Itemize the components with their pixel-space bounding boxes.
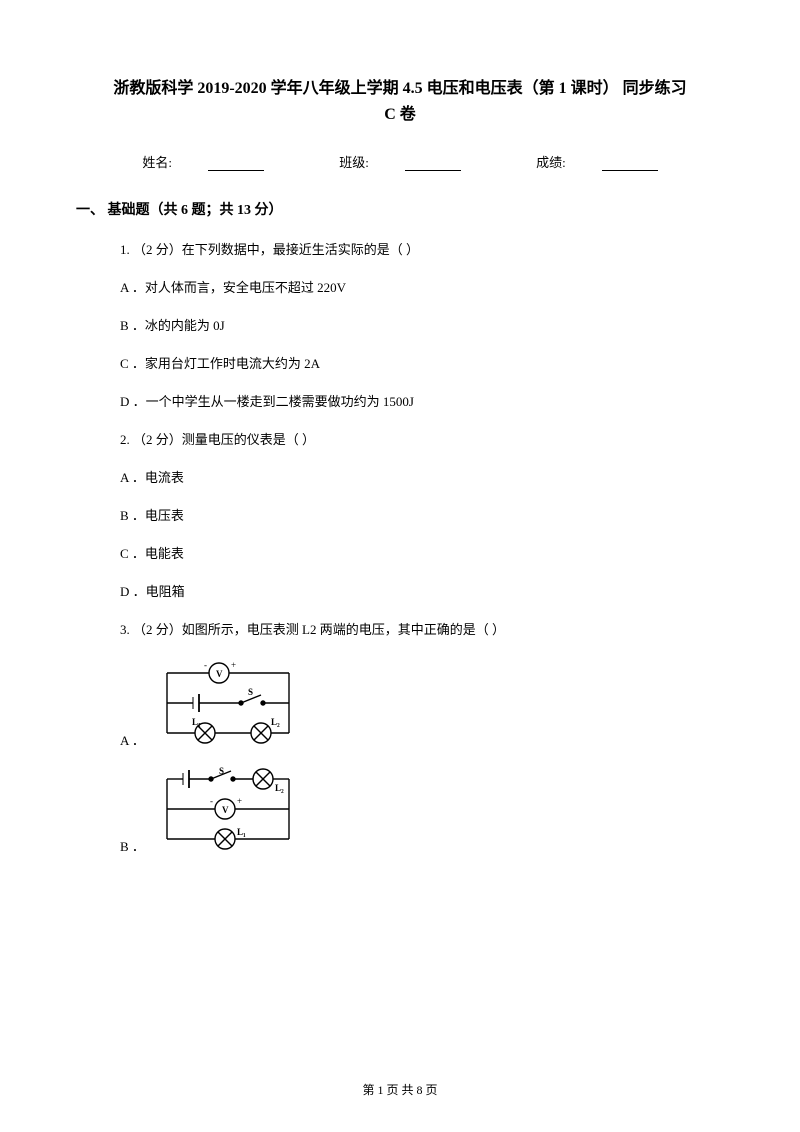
class-blank xyxy=(405,157,461,171)
class-label: 班级: xyxy=(321,155,479,170)
q2-option-b: B ．电压表 xyxy=(120,507,724,525)
q3-a-label: A ． xyxy=(120,730,145,751)
q3-stem: 3. （2 分）如图所示，电压表测 L2 两端的电压，其中正确的是（ ） xyxy=(120,621,724,639)
q3-b-label: B ． xyxy=(120,836,145,857)
name-blank xyxy=(208,157,264,171)
svg-text:L₁: L₁ xyxy=(237,827,246,837)
svg-text:+: + xyxy=(231,660,236,670)
q2-stem: 2. （2 分）测量电压的仪表是（ ） xyxy=(120,431,724,449)
name-label: 姓名: xyxy=(124,155,282,170)
svg-text:L₂: L₂ xyxy=(275,783,284,793)
section-header: 一、 基础题（共 6 题；共 13 分） xyxy=(76,199,724,219)
page-title: 浙教版科学 2019-2020 学年八年级上学期 4.5 电压和电压表（第 1 … xyxy=(76,76,724,128)
svg-text:+: + xyxy=(237,796,242,806)
q1-option-a: A ．对人体而言，安全电压不超过 220V xyxy=(120,279,724,297)
svg-text:L₁: L₁ xyxy=(192,717,201,727)
title-line2: C 卷 xyxy=(76,102,724,128)
q2-option-d: D ．电阻箱 xyxy=(120,583,724,601)
q2-option-c: C ．电能表 xyxy=(120,545,724,563)
q1-stem: 1. （2 分）在下列数据中，最接近生活实际的是（ ） xyxy=(120,241,724,259)
svg-text:-: - xyxy=(210,796,213,806)
circuit-diagram-b: S L₂ - + V L₁ xyxy=(153,765,303,857)
q2-option-a: A ．电流表 xyxy=(120,469,724,487)
score-label: 成绩: xyxy=(518,155,676,170)
score-blank xyxy=(602,157,658,171)
q1-option-b: B ．冰的内能为 0J xyxy=(120,317,724,335)
svg-text:-: - xyxy=(204,660,207,670)
svg-text:S: S xyxy=(248,687,253,697)
title-line1: 浙教版科学 2019-2020 学年八年级上学期 4.5 电压和电压表（第 1 … xyxy=(76,76,724,102)
svg-text:V: V xyxy=(216,669,223,679)
svg-text:V: V xyxy=(222,805,229,815)
q3-option-b: B ． xyxy=(120,765,724,857)
info-row: 姓名: 班级: 成绩: xyxy=(76,152,724,171)
svg-text:S: S xyxy=(219,766,224,776)
q1-option-d: D ．一个中学生从一楼走到二楼需要做功约为 1500J xyxy=(120,393,724,411)
circuit-diagram-a: - + V S L₁ L₂ xyxy=(153,659,303,751)
svg-text:L₂: L₂ xyxy=(271,717,280,727)
q3-option-a: A ． xyxy=(120,659,724,751)
q1-option-c: C ．家用台灯工作时电流大约为 2A xyxy=(120,355,724,373)
page-footer: 第 1 页 共 8 页 xyxy=(0,1081,800,1098)
